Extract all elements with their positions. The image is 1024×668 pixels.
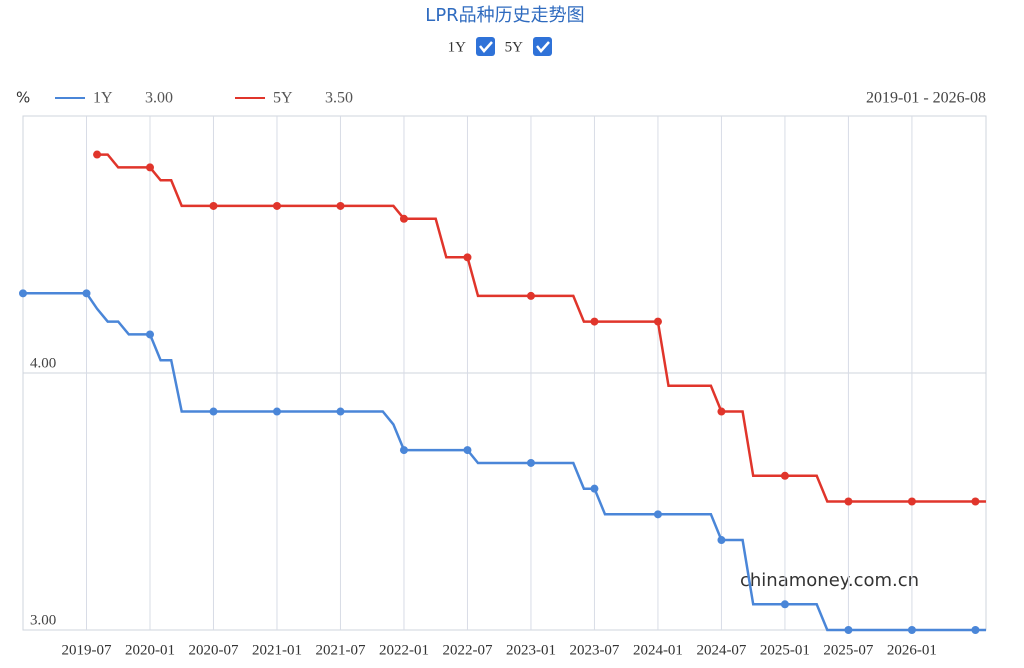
data-point: [82, 289, 91, 298]
data-point: [336, 407, 345, 416]
y-tick-label: 4.00: [30, 355, 56, 371]
data-point: [590, 484, 599, 493]
x-tick-label: 2026-01: [887, 642, 937, 658]
toggle-label: 1Y: [448, 39, 467, 55]
data-point: [336, 201, 345, 210]
data-point: [145, 330, 154, 339]
x-tick-label: 2022-07: [442, 642, 492, 658]
data-point: [844, 626, 853, 634]
data-point: [653, 510, 662, 519]
x-tick-label: 2019-07: [61, 642, 111, 658]
x-tick-label: 2023-01: [506, 642, 556, 658]
series-line: [23, 292, 986, 632]
data-point: [590, 317, 599, 326]
x-tick-label: 2020-07: [188, 642, 238, 658]
date-range: 2019-01 - 2026-08: [866, 90, 986, 107]
data-point: [971, 626, 980, 634]
check-icon: [536, 41, 550, 53]
data-point: [526, 458, 535, 467]
x-tick-label: 2024-01: [633, 642, 683, 658]
x-tick-label: 2021-01: [252, 642, 302, 658]
x-tick-label: 2020-01: [125, 642, 175, 658]
data-point: [717, 536, 726, 545]
data-point: [272, 407, 281, 416]
data-point: [145, 163, 154, 172]
data-point: [399, 446, 408, 455]
legend-value: 3.00: [145, 90, 173, 107]
checkbox[interactable]: [533, 37, 552, 56]
data-point: [463, 446, 472, 455]
x-tick-label: 2025-07: [823, 642, 873, 658]
checkbox[interactable]: [476, 37, 495, 56]
x-tick-label: 2021-07: [315, 642, 365, 658]
toggle[interactable]: 5Y: [505, 37, 552, 56]
x-tick-label: 2024-07: [696, 642, 746, 658]
legend-value: 3.50: [325, 90, 353, 107]
y-tick-label: 3.00: [30, 612, 56, 628]
data-point: [844, 497, 853, 506]
data-point: [93, 150, 102, 159]
series-line: [97, 153, 986, 503]
data-point: [780, 600, 789, 609]
check-icon: [479, 41, 493, 53]
legend-label: 5Y: [273, 90, 293, 107]
data-point: [653, 317, 662, 326]
data-point: [272, 201, 281, 210]
x-tick-label: 2022-01: [379, 642, 429, 658]
data-point: [907, 497, 916, 506]
data-point: [399, 214, 408, 223]
data-point: [971, 497, 980, 506]
toggle-label: 5Y: [505, 39, 524, 55]
chart-title: LPR品种历史走势图: [425, 5, 584, 26]
y-unit: %: [16, 89, 30, 107]
data-point: [907, 626, 916, 634]
data-point: [19, 289, 27, 298]
data-point: [209, 201, 218, 210]
x-tick-label: 2023-07: [569, 642, 619, 658]
data-point: [209, 407, 218, 416]
data-point: [780, 471, 789, 480]
x-tick-label: 2025-01: [760, 642, 810, 658]
data-point: [717, 407, 726, 416]
legend-label: 1Y: [93, 90, 113, 107]
data-point: [463, 253, 472, 262]
toggle[interactable]: 1Y: [448, 37, 495, 56]
watermark: chinamoney.com.cn: [740, 570, 919, 591]
data-point: [526, 291, 535, 300]
